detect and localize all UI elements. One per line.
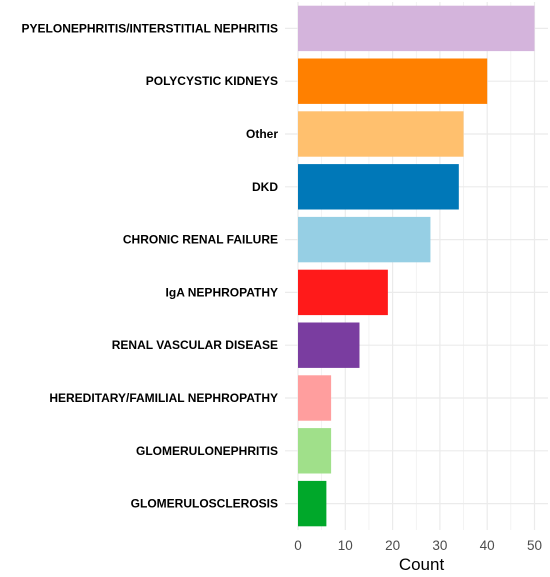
category-label: GLOMERULONEPHRITIS — [136, 444, 278, 458]
bars-layer — [298, 5, 535, 527]
x-tick-label: 0 — [294, 538, 302, 553]
x-tick-label: 30 — [432, 538, 447, 553]
category-label: IgA NEPHROPATHY — [166, 285, 278, 299]
category-label: CHRONIC RENAL FAILURE — [123, 233, 278, 247]
x-tick-label: 40 — [480, 538, 495, 553]
x-tick-labels: 0 10 20 30 40 50 — [294, 538, 542, 553]
bar — [298, 322, 360, 368]
category-label: DKD — [252, 180, 278, 194]
x-tick-label: 10 — [338, 538, 353, 553]
bar — [298, 480, 327, 527]
bar — [298, 375, 332, 421]
x-axis-title: Count — [399, 555, 445, 574]
bar — [298, 428, 332, 474]
x-tick-label: 50 — [527, 538, 542, 553]
category-label: GLOMERULOSCLEROSIS — [131, 497, 278, 511]
bar — [298, 5, 535, 52]
bar — [298, 111, 464, 157]
bar — [298, 216, 431, 263]
x-tick-label: 20 — [385, 538, 400, 553]
bar — [298, 269, 388, 316]
category-label: POLYCYSTIC KIDNEYS — [146, 74, 278, 88]
category-label: RENAL VASCULAR DISEASE — [112, 338, 278, 352]
category-label: HEREDITARY/FAMILIAL NEPHROPATHY — [49, 391, 278, 405]
category-label: Other — [246, 127, 278, 141]
category-labels: PYELONEPHRITIS/INTERSTITIAL NEPHRITIS POL… — [22, 21, 279, 510]
category-label: PYELONEPHRITIS/INTERSTITIAL NEPHRITIS — [22, 21, 278, 35]
bar — [298, 58, 488, 104]
bar — [298, 164, 459, 210]
